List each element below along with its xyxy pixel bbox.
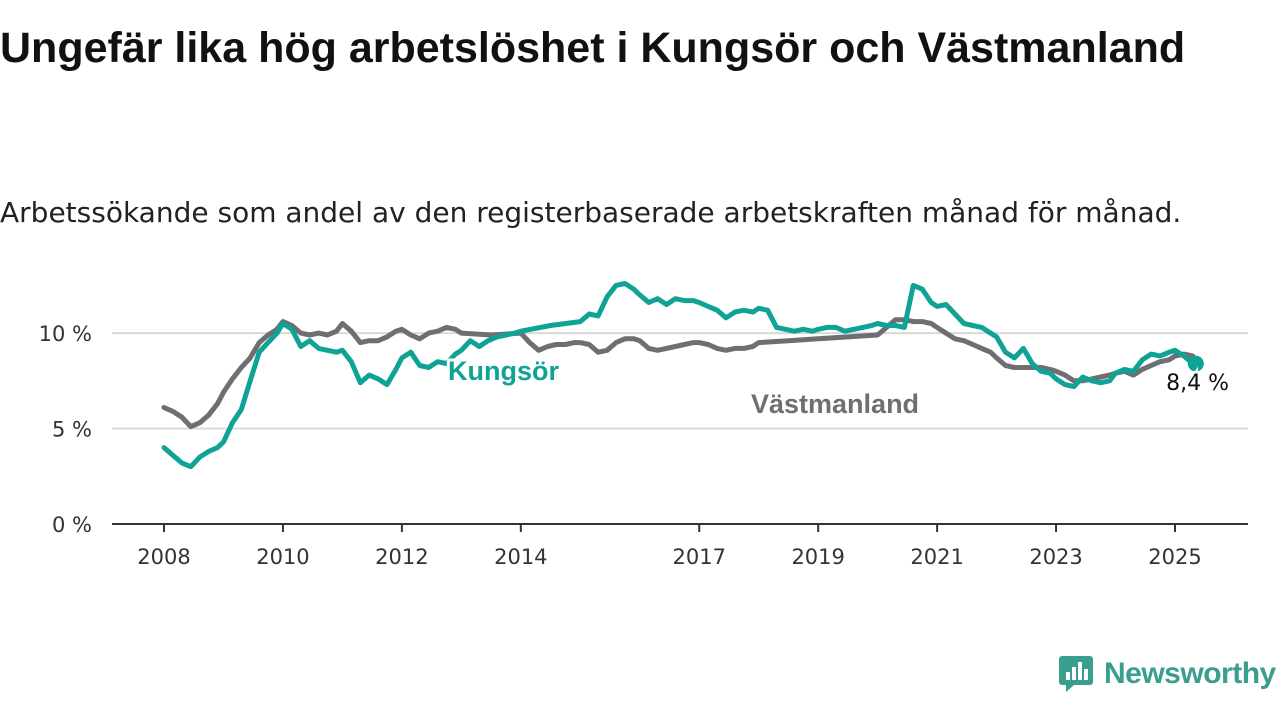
end-point-marker (1187, 355, 1204, 372)
series-label-kungsor: Kungsör (448, 356, 559, 386)
y-tick-label: 0 % (52, 513, 92, 537)
end-value-label: 8,4 % (1166, 371, 1229, 396)
series-lines (161, 281, 1204, 470)
x-tick-label: 2025 (1148, 545, 1201, 569)
series-line-vastmanland (161, 317, 1196, 430)
x-tick-label: 2019 (791, 545, 844, 569)
x-tick-label: 2017 (673, 545, 726, 569)
x-tick-label: 2014 (494, 545, 547, 569)
x-tick-label: 2008 (137, 545, 190, 569)
y-axis: 0 % 5 % 10 % (39, 322, 92, 537)
brand-logo: Newsworthy (1058, 652, 1276, 696)
x-tick-label: 2021 (910, 545, 963, 569)
series-labels: Kungsör Västmanland 8,4 % (445, 353, 1232, 422)
y-tick-label: 5 % (52, 418, 92, 442)
y-tick-label: 10 % (39, 322, 92, 346)
brand-name: Newsworthy (1104, 657, 1276, 690)
x-axis: 2008 2010 2012 2014 2017 2019 2021 2023 2025 (112, 523, 1248, 569)
x-tick-label: 2012 (375, 545, 428, 569)
x-tick-label: 2010 (256, 545, 309, 569)
chart-subtitle: Arbetssökande som andel av den registerb… (0, 196, 1182, 229)
x-tick-label: 2023 (1029, 545, 1082, 569)
newsworthy-logo-icon (1059, 656, 1093, 692)
series-line-kungsor (161, 281, 1196, 470)
chart-title: Ungefär lika hög arbetslöshet i Kungsör … (0, 24, 1186, 72)
series-label-vastmanland: Västmanland (751, 389, 919, 419)
line-chart: 0 %5 %10 % 2008 2010 2012 2014 2017 2019 2021 2… (39, 281, 1248, 569)
